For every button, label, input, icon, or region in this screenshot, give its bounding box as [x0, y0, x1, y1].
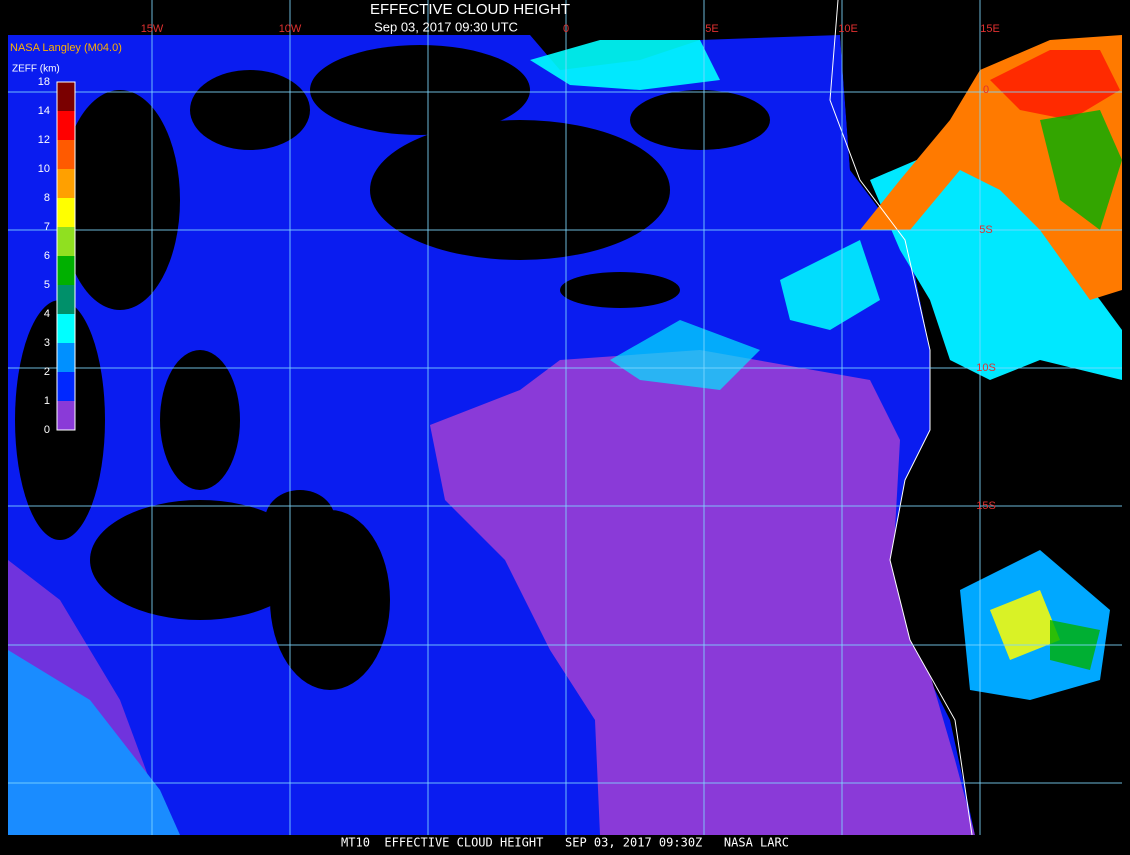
- legend-tick-label: 6: [44, 250, 50, 262]
- legend-tick-label: 0: [44, 424, 50, 436]
- legend-swatch: [57, 256, 75, 285]
- graticule: [8, 0, 1122, 835]
- longitude-label: 15E: [980, 23, 1000, 35]
- legend-tick-label: 3: [44, 337, 50, 349]
- legend-swatch: [57, 372, 75, 401]
- legend-swatch: [57, 111, 75, 140]
- longitude-label: 5E: [705, 23, 718, 35]
- legend-frame: [56, 81, 76, 431]
- footer: MT10 EFFECTIVE CLOUD HEIGHT SEP 03, 2017…: [341, 836, 789, 850]
- legend-tick-label: 1: [44, 395, 50, 407]
- legend-tick-label: 7: [44, 221, 50, 233]
- legend-tick-label: 4: [44, 308, 50, 320]
- legend-tick-label: 2: [44, 366, 50, 378]
- legend-tick-label: 18: [38, 76, 50, 88]
- source-label: NASA Langley (M04.0): [10, 42, 122, 54]
- legend-swatch: [57, 198, 75, 227]
- imagery: [8, 0, 1122, 840]
- legend-swatch: [57, 343, 75, 372]
- footer-bar: [0, 835, 1130, 850]
- legend-tick-label: 12: [38, 134, 50, 146]
- legend-swatch: [57, 314, 75, 343]
- legend-tick-label: 5: [44, 279, 50, 291]
- latitude-label: 10S: [976, 362, 996, 374]
- longitude-label: 0: [563, 23, 569, 35]
- legend-swatch: [57, 140, 75, 169]
- legend-swatch: [57, 82, 75, 111]
- timestamp: Sep 03, 2017 09:30 UTC: [374, 19, 518, 34]
- legend-swatch: [57, 227, 75, 256]
- legend-title: ZEFF (km): [12, 64, 60, 75]
- legend-swatch: [57, 169, 75, 198]
- longitude-label: 15W: [141, 23, 164, 35]
- latitude-label: 15S: [976, 500, 996, 512]
- title: EFFECTIVE CLOUD HEIGHT: [370, 1, 570, 18]
- latitude-label: 5S: [979, 224, 992, 236]
- legend-tick-label: 8: [44, 192, 50, 204]
- legend-swatch: [57, 285, 75, 314]
- latitude-label: 0: [983, 84, 989, 96]
- longitude-label: 10E: [838, 23, 858, 35]
- longitude-label: 10W: [279, 23, 302, 35]
- legend-tick-label: 14: [38, 105, 50, 117]
- legend-tick-label: 10: [38, 163, 50, 175]
- legend-swatch: [57, 401, 75, 430]
